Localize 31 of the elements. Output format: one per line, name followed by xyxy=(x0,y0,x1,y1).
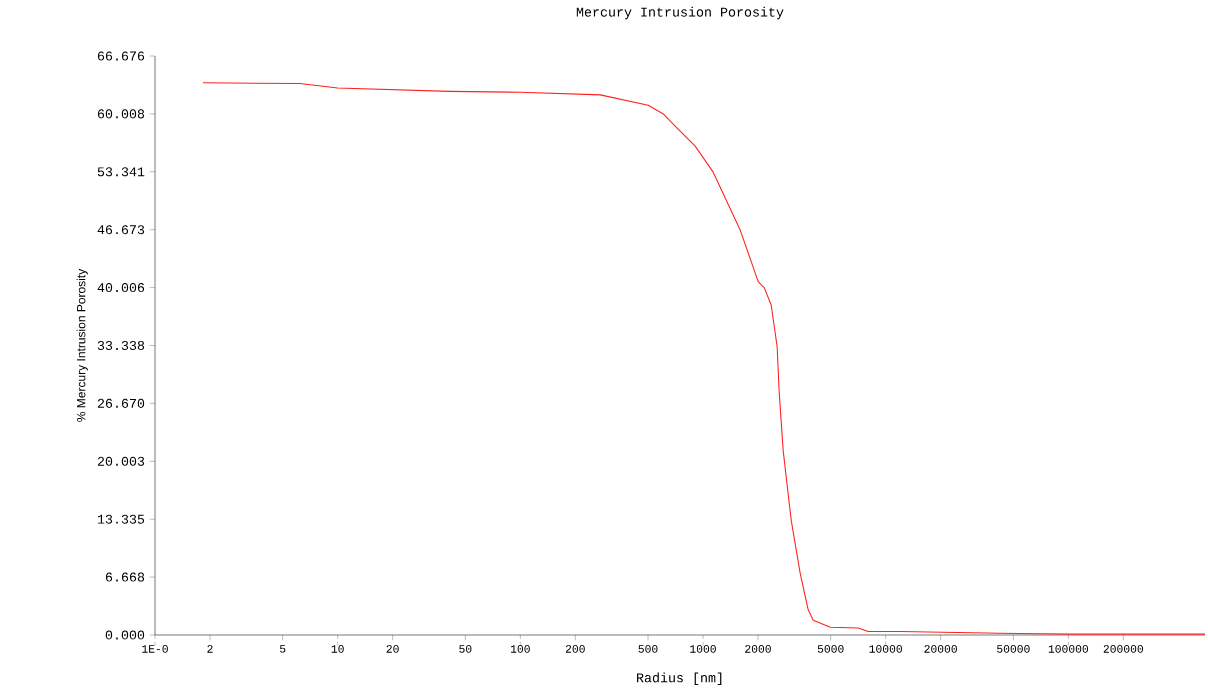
y-tick-label: 13.335 xyxy=(97,514,145,524)
x-tick-label: 20000 xyxy=(924,645,957,653)
x-tick-label: 200 xyxy=(565,645,585,653)
chart-title: Mercury Intrusion Porosity xyxy=(576,6,784,20)
x-tick-label: 5 xyxy=(279,645,286,653)
y-tick-label: 60.008 xyxy=(97,109,145,119)
y-tick-label: 40.006 xyxy=(97,283,145,293)
x-tick-label: 5000 xyxy=(817,645,844,653)
y-tick-label: 46.673 xyxy=(97,225,145,235)
x-tick-label: 20 xyxy=(386,645,399,653)
x-tick-label: 500 xyxy=(638,645,658,653)
x-tick-label: 100000 xyxy=(1048,645,1089,653)
y-tick-label: 66.676 xyxy=(97,51,145,61)
x-tick-label: 50 xyxy=(459,645,472,653)
x-tick-label: 1000 xyxy=(690,645,716,653)
x-tick-label: 2 xyxy=(207,645,213,653)
x-tick-label: 2000 xyxy=(745,645,771,653)
x-axis-title: Radius [nm] xyxy=(637,672,722,685)
x-tick-label: 50000 xyxy=(997,645,1030,653)
y-tick-label: 26.670 xyxy=(97,398,145,408)
y-tick-label: 20.003 xyxy=(97,456,145,466)
y-tick-label: 0.000 xyxy=(105,630,145,640)
y-tick-label: 33.338 xyxy=(97,340,145,351)
x-tick-label: 1E-0 xyxy=(142,645,168,653)
y-axis-title: % Mercury Intrusion Porosity xyxy=(76,268,88,422)
x-tick-label: 10000 xyxy=(869,645,902,653)
x-tick-label: 200000 xyxy=(1103,645,1144,653)
y-tick-label: 53.341 xyxy=(97,167,145,177)
x-tick-label: 10 xyxy=(331,645,344,653)
y-tick-label: 6.668 xyxy=(105,572,145,582)
x-tick-label: 100 xyxy=(510,645,530,653)
